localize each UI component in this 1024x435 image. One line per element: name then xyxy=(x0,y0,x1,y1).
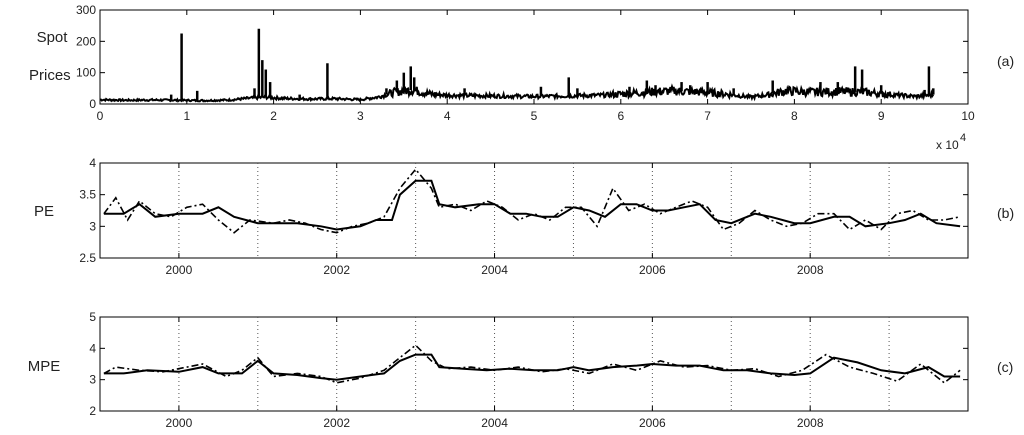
panel-a-spot-prices: Spot Prices (a) x 10 4 0 100 200 300 0 1 2 3 4 5 6… xyxy=(29,3,1014,152)
panel-a-xtick-label-2: 2 xyxy=(270,109,277,123)
panel-b-xtick-label-4: 2008 xyxy=(797,263,824,277)
panel-c-xtick-label-1: 2002 xyxy=(323,416,350,430)
panel-a-ytick-label-0: 0 xyxy=(89,97,96,111)
panel-a-xtick-label-5: 5 xyxy=(531,109,538,123)
panel-c-ytick-label-3: 5 xyxy=(89,310,96,324)
panel-b-tag: (b) xyxy=(997,205,1014,221)
panel-a-ylabel-line2: Prices xyxy=(29,67,71,84)
panel-a-xtick-label-3: 3 xyxy=(357,109,364,123)
panel-a-xtick-label-8: 8 xyxy=(791,109,798,123)
panel-a-tag: (a) xyxy=(997,53,1014,69)
panel-a-xtick-label-1: 1 xyxy=(183,109,190,123)
panel-a-ytick-label-2: 200 xyxy=(76,34,96,48)
panel-c-ytick-label-2: 4 xyxy=(89,341,96,355)
panel-c-xtick-label-3: 2006 xyxy=(639,416,666,430)
panel-b-ytick-label-3: 4 xyxy=(89,156,96,170)
panel-a-x-multiplier-exponent: 4 xyxy=(960,132,966,144)
panel-c-ylabel: MPE xyxy=(28,358,61,375)
panel-c-tag: (c) xyxy=(997,359,1013,375)
panel-a-xtick-label-10: 10 xyxy=(961,109,975,123)
panel-a-ytick-label-3: 300 xyxy=(76,3,96,17)
panel-a-xtick-label-7: 7 xyxy=(704,109,711,123)
panel-a-ytick-label-1: 100 xyxy=(76,66,96,80)
panel-b-xtick-label-3: 2006 xyxy=(639,263,666,277)
panel-c-series-dashed xyxy=(103,344,961,384)
panel-c-mpe: MPE (c) 2 3 4 5 2000 2002 2004 2006 2008 xyxy=(28,310,1014,430)
panel-a-ylabel-line1: Spot xyxy=(37,29,69,46)
panel-a-xtick-label-9: 9 xyxy=(878,109,885,123)
panel-c-xtick-label-0: 2000 xyxy=(166,416,193,430)
panel-b-pe: PE (b) 2.5 3 3.5 4 2000 2002 2004 2006 2008 xyxy=(34,156,1014,277)
panel-a-x-multiplier: x 10 xyxy=(936,138,959,152)
panel-b-xtick-label-0: 2000 xyxy=(166,263,193,277)
panel-a-price-series xyxy=(99,83,935,103)
panel-c-series-solid xyxy=(103,353,961,381)
panel-c-xtick-label-2: 2004 xyxy=(481,416,508,430)
panel-a-xtick-label-4: 4 xyxy=(444,109,451,123)
panel-b-plot-frame xyxy=(99,162,969,259)
panel-b-series-dashed xyxy=(103,168,961,234)
panel-b-xtick-label-2: 2004 xyxy=(481,263,508,277)
panel-b-xtick-label-1: 2002 xyxy=(323,263,350,277)
panel-a-xtick-label-0: 0 xyxy=(97,109,104,123)
panel-c-ytick-label-0: 2 xyxy=(89,404,96,418)
panel-b-ylabel: PE xyxy=(34,203,54,220)
panel-b-series-solid xyxy=(103,179,961,231)
panel-c-xtick-label-4: 2008 xyxy=(797,416,824,430)
panel-c-ytick-label-1: 3 xyxy=(89,373,96,387)
panel-b-ytick-label-2: 3.5 xyxy=(79,188,96,202)
panel-a-xtick-label-6: 6 xyxy=(617,109,624,123)
panel-c-plot-frame xyxy=(99,316,969,412)
panel-b-ytick-label-1: 3 xyxy=(89,219,96,233)
panel-b-ytick-label-0: 2.5 xyxy=(79,251,96,265)
